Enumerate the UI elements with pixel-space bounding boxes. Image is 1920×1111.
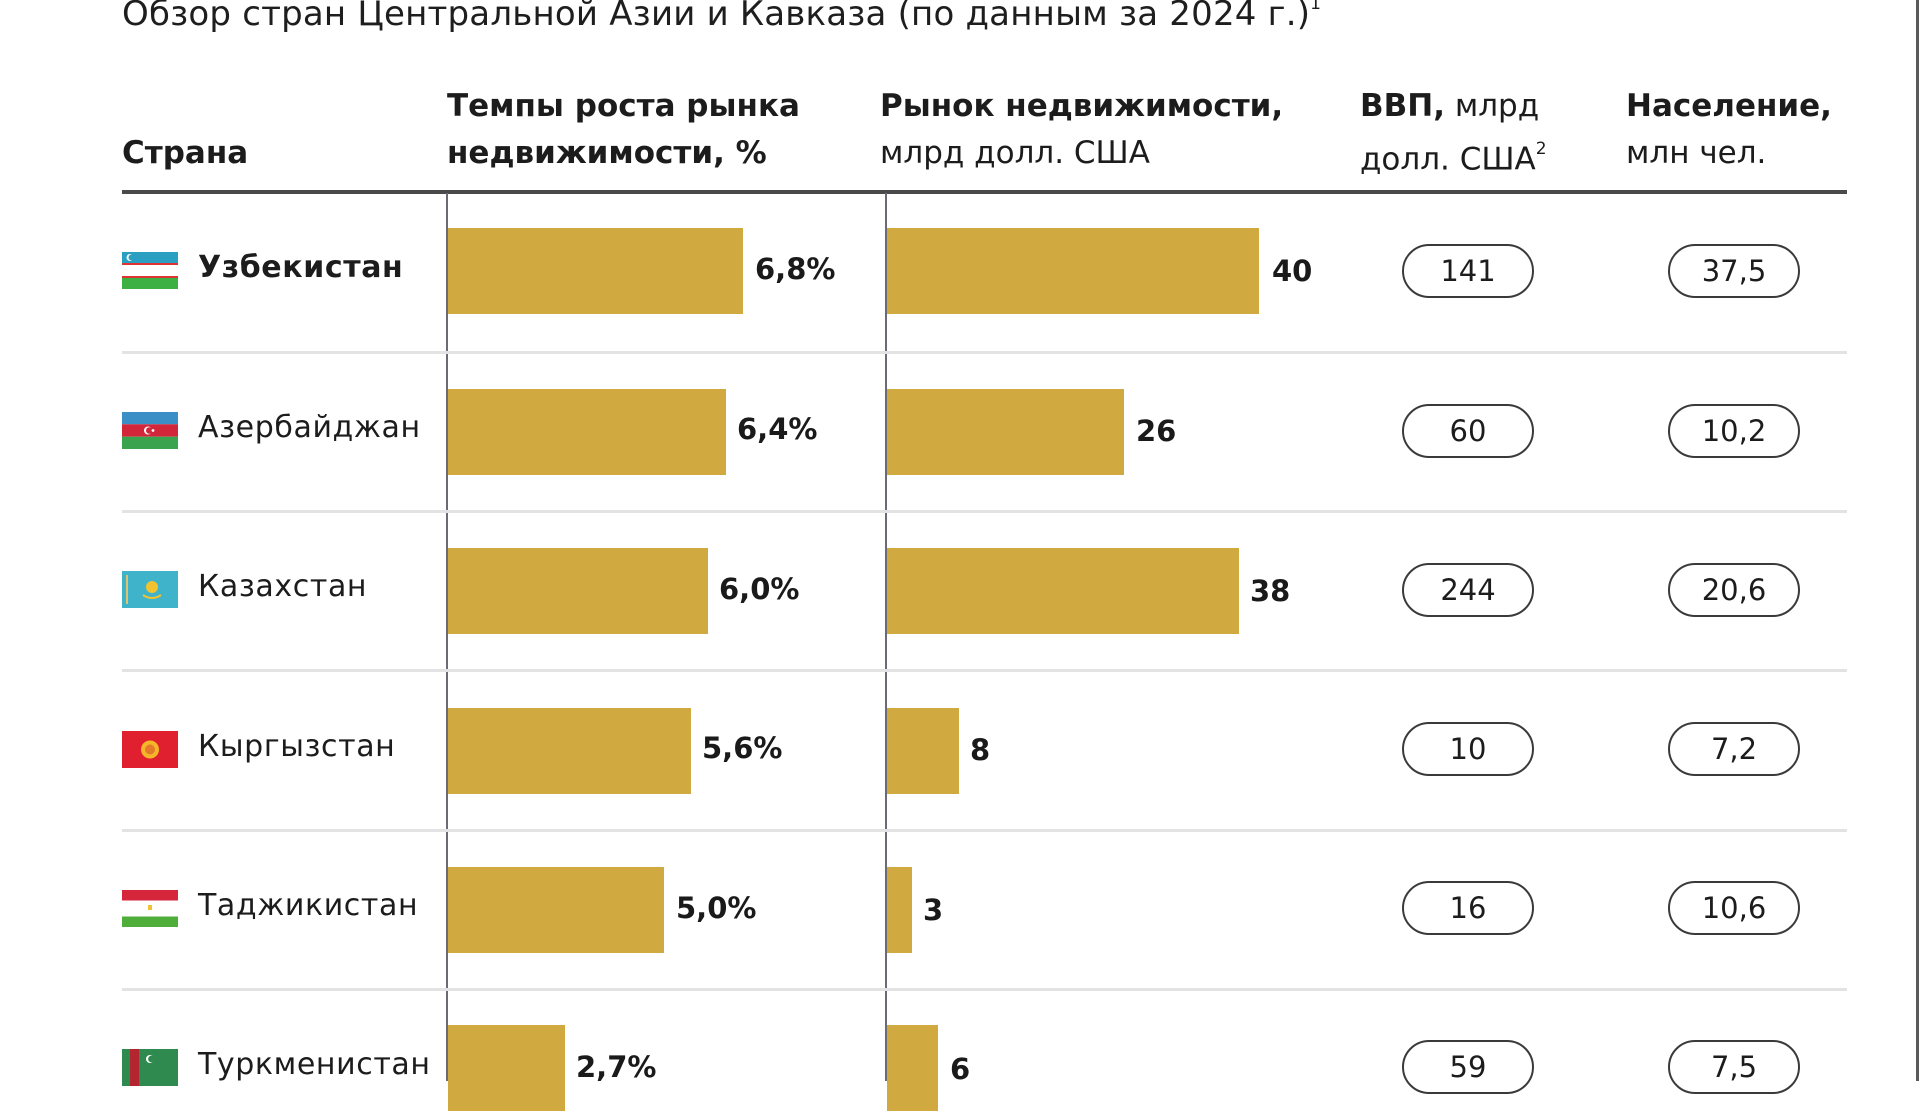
population-value: 37,5: [1668, 244, 1800, 298]
market-bar: [887, 1025, 938, 1111]
growth-bar: [448, 1025, 565, 1111]
row-separator: [122, 669, 1847, 672]
header-rule: [122, 190, 1847, 194]
row-separator: [122, 351, 1847, 354]
country-name: Туркменистан: [198, 1047, 431, 1082]
growth-bar: [448, 708, 691, 794]
chart-title: Обзор стран Центральной Азии и Кавказа (…: [122, 0, 1321, 34]
market-label: 26: [1136, 414, 1177, 448]
turkmenistan-flag-icon: [122, 1049, 178, 1086]
gdp-value: 244: [1402, 563, 1534, 617]
market-axis-line: [885, 193, 887, 1081]
market-label: 6: [950, 1052, 971, 1086]
gdp-value: 141: [1402, 244, 1534, 298]
header-market-line2: млрд долл. США: [880, 135, 1150, 171]
market-bar: [887, 708, 959, 794]
growth-axis-line: [446, 193, 448, 1081]
population-value: 20,6: [1668, 563, 1800, 617]
kazakhstan-flag-icon: [122, 571, 178, 608]
header-growth: Темпы роста рынка недвижимости, %: [447, 83, 800, 177]
tajikistan-flag-icon: [122, 890, 178, 927]
gdp-value: 10: [1402, 722, 1534, 776]
market-label: 38: [1250, 574, 1291, 608]
page-right-border: [1916, 0, 1919, 1081]
growth-label: 6,8%: [755, 252, 836, 286]
header-pop-line2: млн чел.: [1626, 135, 1767, 171]
country-name: Узбекистан: [198, 250, 404, 285]
country-name: Кыргызстан: [198, 729, 396, 764]
population-value: 10,6: [1668, 881, 1800, 935]
kyrgyzstan-flag-icon: [122, 731, 178, 768]
row-separator: [122, 829, 1847, 832]
market-label: 3: [923, 893, 944, 927]
population-value: 7,2: [1668, 722, 1800, 776]
header-growth-line2: недвижимости, %: [447, 135, 767, 171]
gdp-value: 59: [1402, 1040, 1534, 1094]
market-bar: [887, 548, 1239, 634]
chart-title-text: Обзор стран Центральной Азии и Кавказа (…: [122, 0, 1311, 34]
growth-bar: [448, 389, 726, 475]
growth-label: 5,6%: [702, 731, 783, 765]
growth-label: 5,0%: [676, 891, 757, 925]
market-label: 8: [970, 733, 991, 767]
header-gdp-footnote: 2: [1535, 139, 1547, 159]
azerbaijan-flag-icon: [122, 412, 178, 449]
gdp-value: 16: [1402, 881, 1534, 935]
title-footnote: 1: [1310, 0, 1322, 14]
growth-label: 6,0%: [719, 572, 800, 606]
header-gdp: ВВП, млрд долл. США2: [1360, 83, 1547, 183]
population-value: 7,5: [1668, 1040, 1800, 1094]
row-separator: [122, 988, 1847, 991]
header-country: Страна: [122, 135, 249, 171]
country-name: Таджикистан: [198, 888, 419, 923]
header-market-line1: Рынок недвижимости,: [880, 88, 1284, 124]
uzbekistan-flag-icon: [122, 252, 178, 289]
row-separator: [122, 510, 1847, 513]
country-name: Азербайджан: [198, 410, 421, 445]
market-bar: [887, 389, 1124, 475]
header-population: Население, млн чел.: [1626, 83, 1832, 177]
growth-bar: [448, 548, 708, 634]
growth-label: 6,4%: [737, 412, 818, 446]
population-value: 10,2: [1668, 404, 1800, 458]
header-market: Рынок недвижимости, млрд долл. США: [880, 83, 1283, 177]
growth-bar: [448, 228, 743, 314]
growth-label: 2,7%: [576, 1050, 657, 1084]
market-bar: [887, 228, 1259, 314]
market-bar: [887, 867, 912, 953]
growth-bar: [448, 867, 664, 953]
header-gdp-bold: ВВП,: [1360, 88, 1445, 124]
header-gdp-line2: долл. США: [1360, 141, 1536, 178]
header-pop-line1: Население,: [1626, 88, 1832, 124]
country-name: Казахстан: [198, 569, 368, 604]
market-label: 40: [1272, 254, 1313, 288]
header-gdp-unit: млрд: [1444, 88, 1540, 124]
gdp-value: 60: [1402, 404, 1534, 458]
header-growth-line1: Темпы роста рынка: [447, 88, 800, 124]
